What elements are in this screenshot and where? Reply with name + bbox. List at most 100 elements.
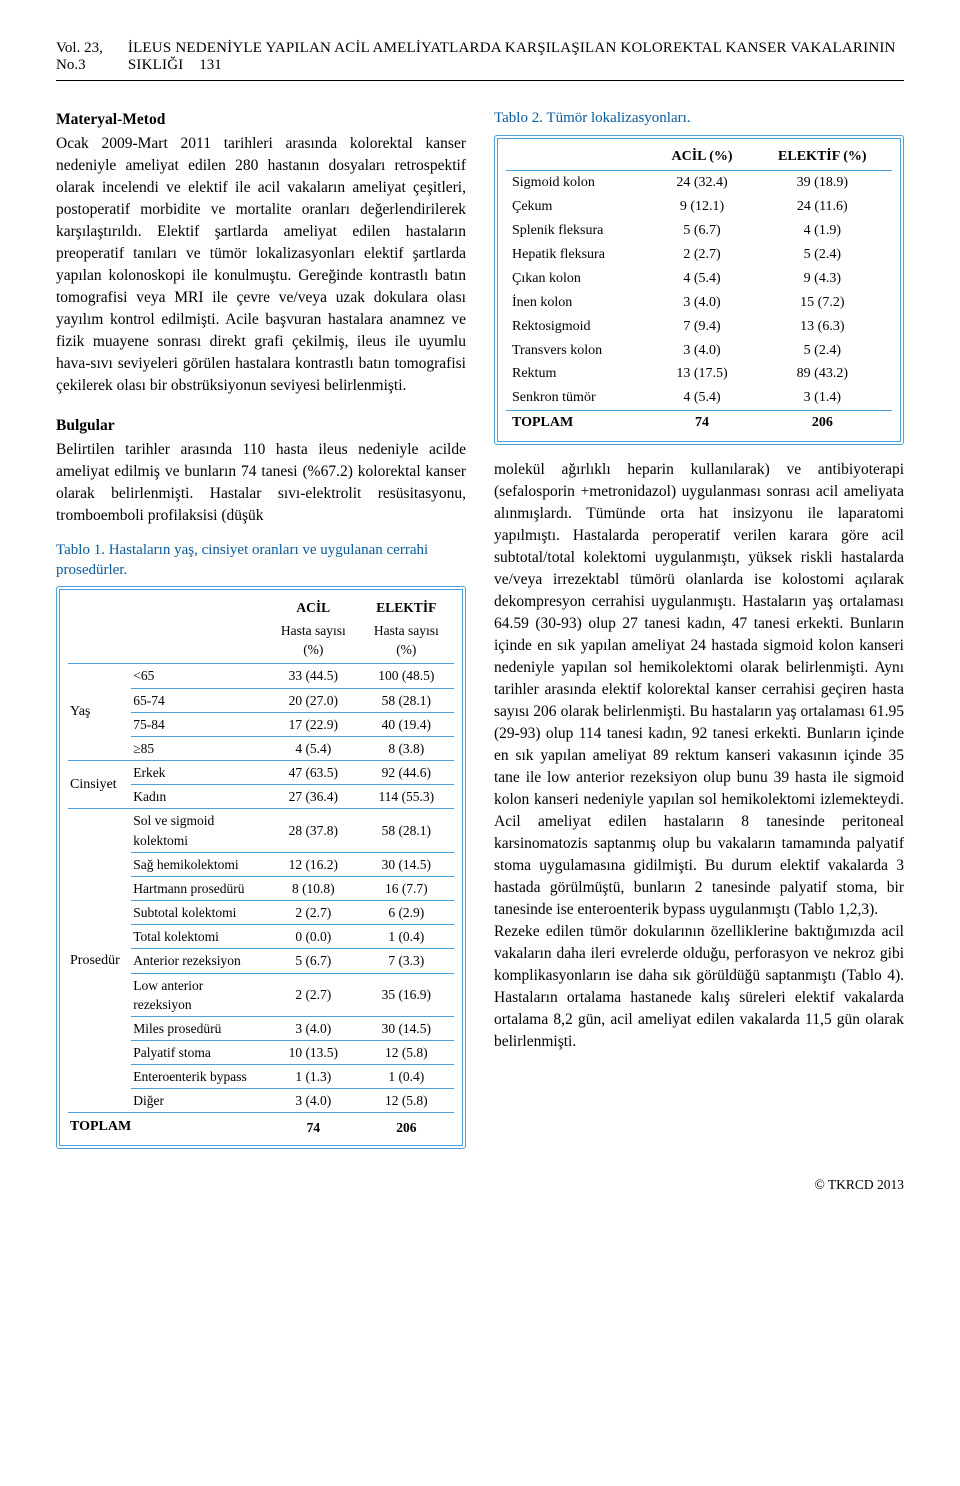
t2-label: Rektum bbox=[506, 362, 651, 386]
section-bulgular-head: Bulgular bbox=[56, 415, 466, 437]
t1-elektif: 58 (28.1) bbox=[359, 688, 454, 712]
t1-group-label: Cinsiyet bbox=[68, 761, 131, 809]
t1-acil: 47 (63.5) bbox=[268, 761, 359, 785]
t1-acil: 8 (10.8) bbox=[268, 876, 359, 900]
table-1-total-acil: 74 bbox=[268, 1113, 359, 1139]
t1-acil: 0 (0.0) bbox=[268, 925, 359, 949]
t2-label: Hepatik fleksura bbox=[506, 243, 651, 267]
t2-elektif: 3 (1.4) bbox=[753, 386, 892, 410]
t1-group-label: Prosedür bbox=[68, 809, 131, 1113]
t1-acil: 4 (5.4) bbox=[268, 736, 359, 760]
table-row: Rektum13 (17.5)89 (43.2) bbox=[506, 362, 892, 386]
t2-acil: 3 (4.0) bbox=[651, 339, 752, 363]
t1-acil: 17 (22.9) bbox=[268, 712, 359, 736]
table-1-col-elektif: ELEKTİF bbox=[359, 596, 454, 619]
t1-name: 75-84 bbox=[131, 712, 268, 736]
table-row: Hepatik fleksura2 (2.7)5 (2.4) bbox=[506, 243, 892, 267]
table-2-total-label: TOPLAM bbox=[506, 411, 651, 435]
table-row: Çıkan kolon4 (5.4)9 (4.3) bbox=[506, 267, 892, 291]
t1-group-label: Yaş bbox=[68, 664, 131, 761]
t1-elektif: 114 (55.3) bbox=[359, 785, 454, 809]
right-column: Tablo 2. Tümör lokalizasyonları. ACİL (%… bbox=[494, 109, 904, 1149]
t1-elektif: 58 (28.1) bbox=[359, 809, 454, 852]
materyal-metod-body: Ocak 2009-Mart 2011 tarihleri arasında k… bbox=[56, 133, 466, 397]
table-row: ProsedürSol ve sigmoid kolektomi28 (37.8… bbox=[68, 809, 454, 852]
table-1-total-elektif: 206 bbox=[359, 1113, 454, 1139]
table-1-caption: Tablo 1. Hastaların yaş, cinsiyet oranla… bbox=[56, 541, 466, 580]
t1-acil: 20 (27.0) bbox=[268, 688, 359, 712]
volume-issue: Vol. 23, No.3 bbox=[56, 40, 128, 74]
table-2-total-acil: 74 bbox=[651, 411, 752, 435]
running-title: İLEUS NEDENİYLE YAPILAN ACİL AMELİYATLAR… bbox=[128, 40, 896, 73]
table-2-caption: Tablo 2. Tümör lokalizasyonları. bbox=[494, 109, 904, 129]
t2-label: Splenik fleksura bbox=[506, 219, 651, 243]
t1-acil: 1 (1.3) bbox=[268, 1065, 359, 1089]
t2-elektif: 9 (4.3) bbox=[753, 267, 892, 291]
table-row: Senkron tümör4 (5.4)3 (1.4) bbox=[506, 386, 892, 410]
header-rule bbox=[56, 80, 904, 81]
t2-elektif: 5 (2.4) bbox=[753, 243, 892, 267]
t1-name: Anterior rezeksiyon bbox=[131, 949, 268, 973]
t2-acil: 24 (32.4) bbox=[651, 171, 752, 195]
t2-elektif: 89 (43.2) bbox=[753, 362, 892, 386]
t1-name: ≥85 bbox=[131, 736, 268, 760]
table-2-col-elektif: ELEKTİF (%) bbox=[753, 145, 892, 171]
t1-acil: 10 (13.5) bbox=[268, 1040, 359, 1064]
t1-elektif: 30 (14.5) bbox=[359, 852, 454, 876]
table-2-total-elektif: 206 bbox=[753, 411, 892, 435]
table-1: Tablo 1. Hastaların yaş, cinsiyet oranla… bbox=[56, 541, 466, 1149]
t1-name: Miles prosedürü bbox=[131, 1016, 268, 1040]
t1-elektif: 12 (5.8) bbox=[359, 1040, 454, 1064]
two-column-layout: Materyal-Metod Ocak 2009-Mart 2011 tarih… bbox=[56, 109, 904, 1149]
t2-acil: 7 (9.4) bbox=[651, 315, 752, 339]
t1-acil: 2 (2.7) bbox=[268, 901, 359, 925]
t1-acil: 2 (2.7) bbox=[268, 973, 359, 1016]
t1-acil: 28 (37.8) bbox=[268, 809, 359, 852]
t1-acil: 27 (36.4) bbox=[268, 785, 359, 809]
t1-elektif: 35 (16.9) bbox=[359, 973, 454, 1016]
t1-name: Total kolektomi bbox=[131, 925, 268, 949]
t2-acil: 5 (6.7) bbox=[651, 219, 752, 243]
t2-label: Transvers kolon bbox=[506, 339, 651, 363]
t1-elektif: 92 (44.6) bbox=[359, 761, 454, 785]
t2-acil: 4 (5.4) bbox=[651, 267, 752, 291]
t1-acil: 3 (4.0) bbox=[268, 1089, 359, 1113]
t1-elektif: 6 (2.9) bbox=[359, 901, 454, 925]
table-row: Yaş<6533 (44.5)100 (48.5) bbox=[68, 664, 454, 688]
t1-elektif: 100 (48.5) bbox=[359, 664, 454, 688]
table-row: CinsiyetErkek47 (63.5)92 (44.6) bbox=[68, 761, 454, 785]
table-2-grid: ACİL (%) ELEKTİF (%) Sigmoid kolon24 (32… bbox=[506, 145, 892, 436]
t1-elektif: 1 (0.4) bbox=[359, 925, 454, 949]
t2-elektif: 15 (7.2) bbox=[753, 291, 892, 315]
t1-name: Diğer bbox=[131, 1089, 268, 1113]
t1-name: Subtotal kolektomi bbox=[131, 901, 268, 925]
t1-acil: 12 (16.2) bbox=[268, 852, 359, 876]
table-row: Rektosigmoid7 (9.4)13 (6.3) bbox=[506, 315, 892, 339]
page-number: 131 bbox=[199, 57, 222, 73]
t1-acil: 3 (4.0) bbox=[268, 1016, 359, 1040]
left-column: Materyal-Metod Ocak 2009-Mart 2011 tarih… bbox=[56, 109, 466, 1149]
table-row: Transvers kolon3 (4.0)5 (2.4) bbox=[506, 339, 892, 363]
right-body-2: Rezeke edilen tümör dokularının özellikl… bbox=[494, 921, 904, 1053]
t1-name: Enteroenterik bypass bbox=[131, 1065, 268, 1089]
t1-acil: 33 (44.5) bbox=[268, 664, 359, 688]
t2-acil: 2 (2.7) bbox=[651, 243, 752, 267]
t1-name: Palyatif stoma bbox=[131, 1040, 268, 1064]
t2-label: Rektosigmoid bbox=[506, 315, 651, 339]
table-row: İnen kolon3 (4.0)15 (7.2) bbox=[506, 291, 892, 315]
table-row: Çekum9 (12.1)24 (11.6) bbox=[506, 195, 892, 219]
t2-elektif: 39 (18.9) bbox=[753, 171, 892, 195]
table-row: Sigmoid kolon24 (32.4)39 (18.9) bbox=[506, 171, 892, 195]
t1-elektif: 7 (3.3) bbox=[359, 949, 454, 973]
t1-elektif: 30 (14.5) bbox=[359, 1016, 454, 1040]
t2-acil: 13 (17.5) bbox=[651, 362, 752, 386]
t2-acil: 9 (12.1) bbox=[651, 195, 752, 219]
footer-copyright: © TKRCD 2013 bbox=[56, 1177, 904, 1193]
t2-elektif: 5 (2.4) bbox=[753, 339, 892, 363]
t2-acil: 4 (5.4) bbox=[651, 386, 752, 410]
t1-name: Hartmann prosedürü bbox=[131, 876, 268, 900]
t1-elektif: 40 (19.4) bbox=[359, 712, 454, 736]
t2-label: Çekum bbox=[506, 195, 651, 219]
table-1-grid: ACİL ELEKTİF Hasta sayısı (%) Hasta sayı… bbox=[68, 596, 454, 1139]
t1-name: Sağ hemikolektomi bbox=[131, 852, 268, 876]
